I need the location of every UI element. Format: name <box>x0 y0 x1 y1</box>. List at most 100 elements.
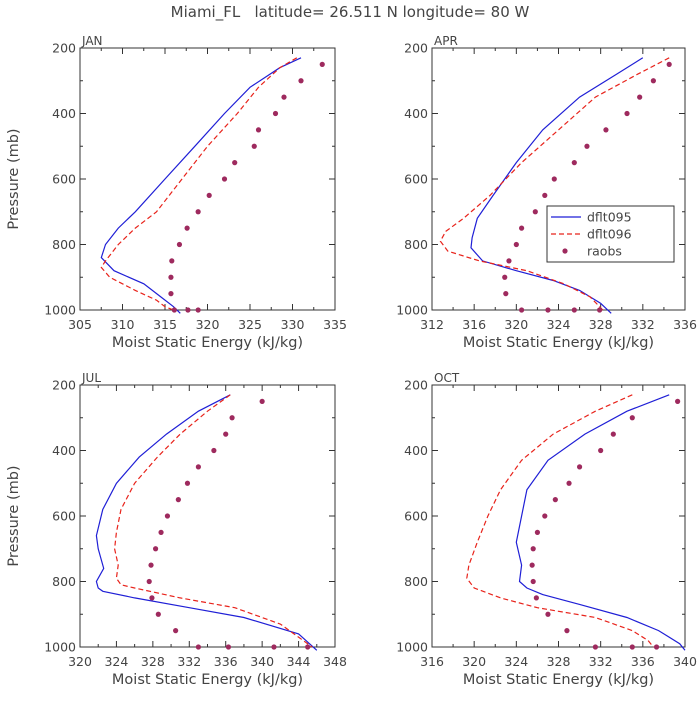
raobs-point <box>319 61 325 67</box>
raobs-point <box>232 160 238 166</box>
raobs-point <box>637 94 643 100</box>
raobs-point <box>653 644 660 650</box>
y-tick-label: 800 <box>404 574 428 589</box>
raobs-point <box>566 480 572 486</box>
raobs-point <box>168 291 174 297</box>
raobs-point <box>251 143 257 149</box>
x-tick-label: 315 <box>153 317 177 332</box>
x-axis-label: Moist Static Energy (kJ/kg) <box>463 335 654 351</box>
raobs-point <box>175 497 181 503</box>
legend-label: dflt096 <box>587 227 632 242</box>
x-tick-label: 320 <box>462 654 486 669</box>
x-tick-label: 348 <box>323 654 347 669</box>
legend-label: raobs <box>587 244 622 259</box>
raobs-point <box>503 291 509 297</box>
raobs-point <box>169 258 175 264</box>
raobs-point <box>195 464 201 470</box>
x-tick-label: 305 <box>68 317 92 332</box>
raobs-point <box>173 628 179 634</box>
x-tick-label: 336 <box>214 654 238 669</box>
panel-oct: OCT 316 320 324 328 332 336 340 200 400 600 800 1000… <box>396 371 697 688</box>
legend-label: dflt095 <box>587 210 632 225</box>
raobs-point <box>223 431 229 437</box>
raobs-point <box>171 307 177 313</box>
legend: dflt095 dflt096 raobs <box>546 205 675 263</box>
x-tick-label: 336 <box>673 317 697 332</box>
panel-jan: JAN 305 310 315 320 325 330 335 200 400 600 800 1000… <box>6 34 347 351</box>
raobs-point <box>502 274 508 280</box>
raobs-point <box>506 258 512 264</box>
raobs-point <box>206 192 212 198</box>
legend-box <box>546 205 675 263</box>
x-tick-label: 320 <box>68 654 92 669</box>
panel-label: APR <box>434 34 458 48</box>
x-tick-label: 316 <box>420 654 444 669</box>
dflt096-line <box>439 57 670 311</box>
y-tick-label: 600 <box>52 509 76 524</box>
y-tick-label: 1000 <box>396 640 428 655</box>
x-tick-label: 340 <box>250 654 274 669</box>
raobs-point <box>225 644 232 650</box>
x-tick-label: 324 <box>104 654 128 669</box>
x-tick-label: 336 <box>631 654 655 669</box>
raobs-point <box>666 61 672 67</box>
y-tick-label: 400 <box>404 443 428 458</box>
y-tick-label: 600 <box>404 509 428 524</box>
x-axis-label: Moist Static Energy (kJ/kg) <box>112 672 303 688</box>
plot-frame <box>431 384 686 648</box>
raobs-point <box>534 529 541 535</box>
y-tick-label: 200 <box>52 378 76 393</box>
raobs-point <box>255 127 262 133</box>
raobs-point <box>168 274 174 280</box>
dflt095-line <box>100 57 302 314</box>
raobs-point <box>603 127 609 133</box>
raobs-point <box>571 307 577 313</box>
plot-frame <box>79 47 336 311</box>
y-tick-label: 400 <box>404 106 428 121</box>
raobs-point <box>564 628 570 634</box>
x-tick-label: 340 <box>673 654 697 669</box>
x-tick-label: 328 <box>141 654 165 669</box>
x-tick-label: 332 <box>589 654 613 669</box>
raobs-point <box>584 143 590 149</box>
y-tick-label: 200 <box>404 41 428 56</box>
y-tick-label: 1000 <box>396 303 428 318</box>
raobs-point <box>146 578 152 585</box>
y-tick-label: 200 <box>52 41 76 56</box>
raobs-point <box>542 192 548 198</box>
raobs-point <box>305 644 311 650</box>
raobs-point <box>221 176 228 182</box>
raobs-point <box>592 644 598 650</box>
raobs-point <box>551 176 557 182</box>
plot-frame <box>79 384 336 648</box>
raobs-point <box>184 225 190 231</box>
x-tick-label: 328 <box>547 654 571 669</box>
y-tick-label: 1000 <box>44 640 76 655</box>
panel-jul: JUL 320 324 328 332 336 340 344 348 200 400 600 800 1… <box>6 371 347 688</box>
dflt095-line <box>95 394 318 651</box>
legend-raobs-marker <box>562 248 568 254</box>
y-tick-label: 1000 <box>44 303 76 318</box>
raobs-point <box>519 225 525 231</box>
raobs-point <box>597 307 603 313</box>
y-tick-label: 800 <box>52 237 76 252</box>
raobs-point <box>598 447 604 454</box>
figure-title: Miami_FL latitude= 26.511 N longitude= 8… <box>170 3 530 21</box>
x-tick-label: 325 <box>238 317 262 332</box>
y-axis-label: Pressure (mb) <box>6 128 22 229</box>
x-tick-label: 320 <box>504 317 528 332</box>
raobs-point <box>185 307 191 313</box>
x-tick-label: 312 <box>420 317 444 332</box>
y-tick-label: 800 <box>52 574 76 589</box>
panel-label: JAN <box>81 34 103 48</box>
raobs-point <box>155 611 161 617</box>
y-tick-label: 600 <box>52 172 76 187</box>
raobs-point <box>542 513 548 519</box>
x-tick-label: 332 <box>177 654 201 669</box>
raobs-point <box>519 307 525 313</box>
x-axis-label: Moist Static Energy (kJ/kg) <box>112 335 303 351</box>
y-tick-label: 400 <box>52 106 76 121</box>
dflt096-line <box>466 394 654 648</box>
x-tick-label: 335 <box>323 317 347 332</box>
